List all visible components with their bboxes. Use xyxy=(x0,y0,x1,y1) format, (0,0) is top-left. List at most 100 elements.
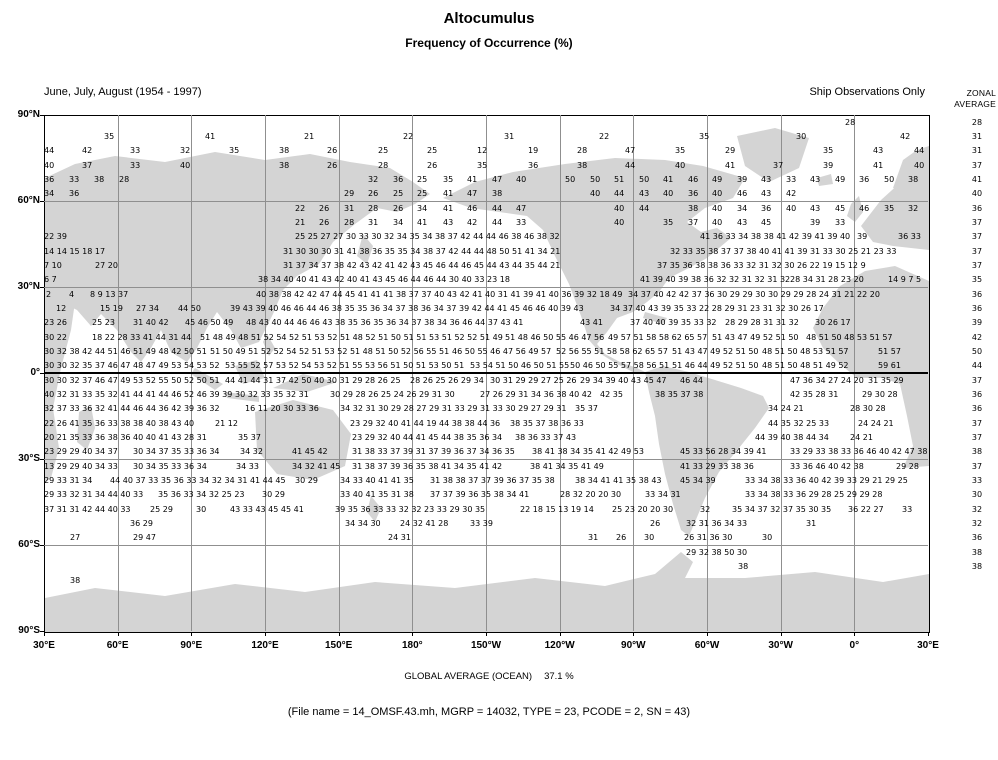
grid-value-segment: 36 xyxy=(393,175,404,184)
grid-value-segment: 46 xyxy=(737,189,748,199)
grid-value-segment: 42 xyxy=(786,189,797,199)
grid-value-segment: 50 xyxy=(565,175,576,184)
grid-value-segment: 39 35 36 33 33 32 32 23 33 29 30 35 xyxy=(335,504,486,514)
grid-value-segment: 38 41 34 35 41 49 xyxy=(530,461,604,471)
y-axis-tick xyxy=(40,287,44,288)
x-axis-tick xyxy=(780,632,782,636)
x-axis-label: 0° xyxy=(849,640,860,651)
zonal-average-value: 39 xyxy=(971,318,983,328)
grid-value-segment: 41 33 29 33 38 36 xyxy=(680,461,754,471)
grid-value-segment: 26 xyxy=(427,160,438,170)
grid-value-segment: 22 39 xyxy=(44,232,67,242)
grid-value-segment: 44 35 32 25 33 xyxy=(768,418,830,428)
x-axis-label: 60°E xyxy=(106,640,129,651)
grid-value-segment: 46 xyxy=(859,203,870,213)
grid-value-segment: 34 34 30 xyxy=(345,519,381,528)
zonal-average-value: 50 xyxy=(971,347,983,356)
landmass-east-africa xyxy=(45,274,75,482)
grid-value-segment: 43 xyxy=(873,146,884,156)
grid-value-segment: 21 xyxy=(304,132,315,141)
grid-value-segment: 23 26 xyxy=(44,318,67,328)
grid-value-segment: 22 18 15 13 19 14 xyxy=(520,504,594,514)
grid-value-segment: 12 xyxy=(56,304,67,313)
grid-value-segment: 26 xyxy=(368,189,379,199)
zonal-average-value: 37 xyxy=(971,160,983,170)
grid-value-segment: 28 xyxy=(119,175,130,184)
landmass-madagascar xyxy=(77,406,95,450)
grid-value-segment: 33 34 38 33 36 29 28 25 29 29 28 xyxy=(745,490,883,500)
grid-value-segment: 8 9 13 37 xyxy=(90,289,129,299)
grid-value-segment: 38 xyxy=(908,175,919,184)
grid-value-segment: 35 xyxy=(675,146,686,156)
grid-value-segment: 50 xyxy=(884,175,895,184)
grid-value-segment: 35 37 xyxy=(575,404,598,414)
grid-value-segment: 35 xyxy=(699,132,710,141)
x-axis-label: 30°W xyxy=(768,640,793,651)
grid-value-segment: 43 xyxy=(810,175,821,184)
grid-value-segment: 34 37 40 42 42 37 36 30 29 29 30 30 29 2… xyxy=(628,289,880,299)
grid-value-segment: 38 xyxy=(70,576,81,586)
grid-value-segment: 26 xyxy=(393,203,404,213)
grid-value-segment: 2 xyxy=(46,289,52,299)
x-axis-label: 90°W xyxy=(621,640,646,651)
grid-value-segment: 29 47 xyxy=(133,533,156,543)
grid-value-segment: 35 37 xyxy=(238,433,261,442)
grid-value-segment: 46 xyxy=(467,203,478,213)
grid-value-segment: 50 xyxy=(590,175,601,184)
grid-value-segment: 31 37 34 37 38 42 43 42 41 42 43 45 46 4… xyxy=(283,261,561,270)
x-axis-tick xyxy=(486,632,487,636)
zonal-average-value: 33 xyxy=(971,476,983,485)
grid-value-segment: 43 xyxy=(761,175,772,184)
grid-value-segment: 37 35 36 38 38 36 33 32 31 32 30 26 22 1… xyxy=(657,261,866,270)
grid-value-segment: 40 xyxy=(712,203,723,213)
grid-value-segment: 40 xyxy=(786,203,797,213)
horizontal-gridline xyxy=(44,545,928,546)
grid-value-segment: 34 xyxy=(393,218,404,227)
y-axis-label: 90°N xyxy=(17,109,40,120)
grid-value-segment: 24 21 xyxy=(850,433,873,442)
landmass-java xyxy=(225,392,259,402)
grid-value-segment: 30 29 28 26 25 24 26 29 31 30 xyxy=(330,390,455,399)
zonal-average-value: 37 xyxy=(971,433,983,442)
grid-value-segment: 30 29 xyxy=(295,476,318,485)
grid-value-segment: 36 xyxy=(688,189,699,199)
grid-value-segment: 35 xyxy=(104,132,115,141)
grid-value-segment: 28 30 28 xyxy=(850,404,886,414)
landmass-australia xyxy=(255,400,351,480)
grid-value-segment: 39 xyxy=(823,160,834,170)
x-axis-tick xyxy=(117,632,119,636)
grid-value-segment: 30 xyxy=(644,533,655,543)
grid-value-segment: 12 xyxy=(477,146,488,156)
zonal-average-value: 32 xyxy=(971,504,983,514)
grid-value-segment: 25 xyxy=(417,175,428,184)
grid-value-segment: 22 26 41 35 36 33 38 38 40 38 43 40 xyxy=(44,418,195,428)
grid-value-segment: 29 xyxy=(344,189,355,199)
grid-value-segment: 43 33 43 45 45 41 xyxy=(230,504,304,514)
grid-value-segment: 38 36 33 37 43 xyxy=(515,433,577,442)
x-axis-tick xyxy=(928,632,929,636)
grid-value-segment: 48 51 50 48 53 51 57 xyxy=(762,347,849,356)
horizontal-gridline xyxy=(44,287,928,288)
grid-value-segment: 41 xyxy=(467,175,478,184)
grid-value-segment: 38 xyxy=(94,175,105,184)
grid-value-segment: 31 38 37 39 36 35 38 41 34 35 41 42 xyxy=(352,461,503,471)
grid-value-segment: 43 xyxy=(639,189,650,199)
season-label: June, July, August (1954 - 1997) xyxy=(44,86,202,98)
grid-value-segment: 46 xyxy=(688,175,699,184)
x-axis-tick xyxy=(265,632,266,636)
grid-value-segment: 23 29 29 40 34 37 xyxy=(44,447,118,457)
grid-value-segment: 25 29 xyxy=(150,504,173,514)
grid-value-segment: 38 xyxy=(738,562,749,571)
grid-value-segment: 34 xyxy=(737,203,748,213)
page-subtitle: Frequency of Occurrence (%) xyxy=(405,36,573,50)
zonal-average-value: 37 xyxy=(971,218,983,227)
grid-value-segment: 28 xyxy=(368,203,379,213)
grid-value-segment: 32 xyxy=(908,203,919,213)
grid-value-segment: 15 19 xyxy=(100,304,123,313)
grid-value-segment: 44 40 37 33 35 36 33 34 32 34 31 41 44 4… xyxy=(110,476,286,485)
grid-value-segment: 36 xyxy=(44,175,55,184)
grid-value-segment: 50 xyxy=(639,175,650,184)
grid-value-segment: 4 xyxy=(69,289,75,299)
zonal-average-header-line1: ZONAL xyxy=(966,88,996,98)
landmass-greenland xyxy=(737,128,809,182)
